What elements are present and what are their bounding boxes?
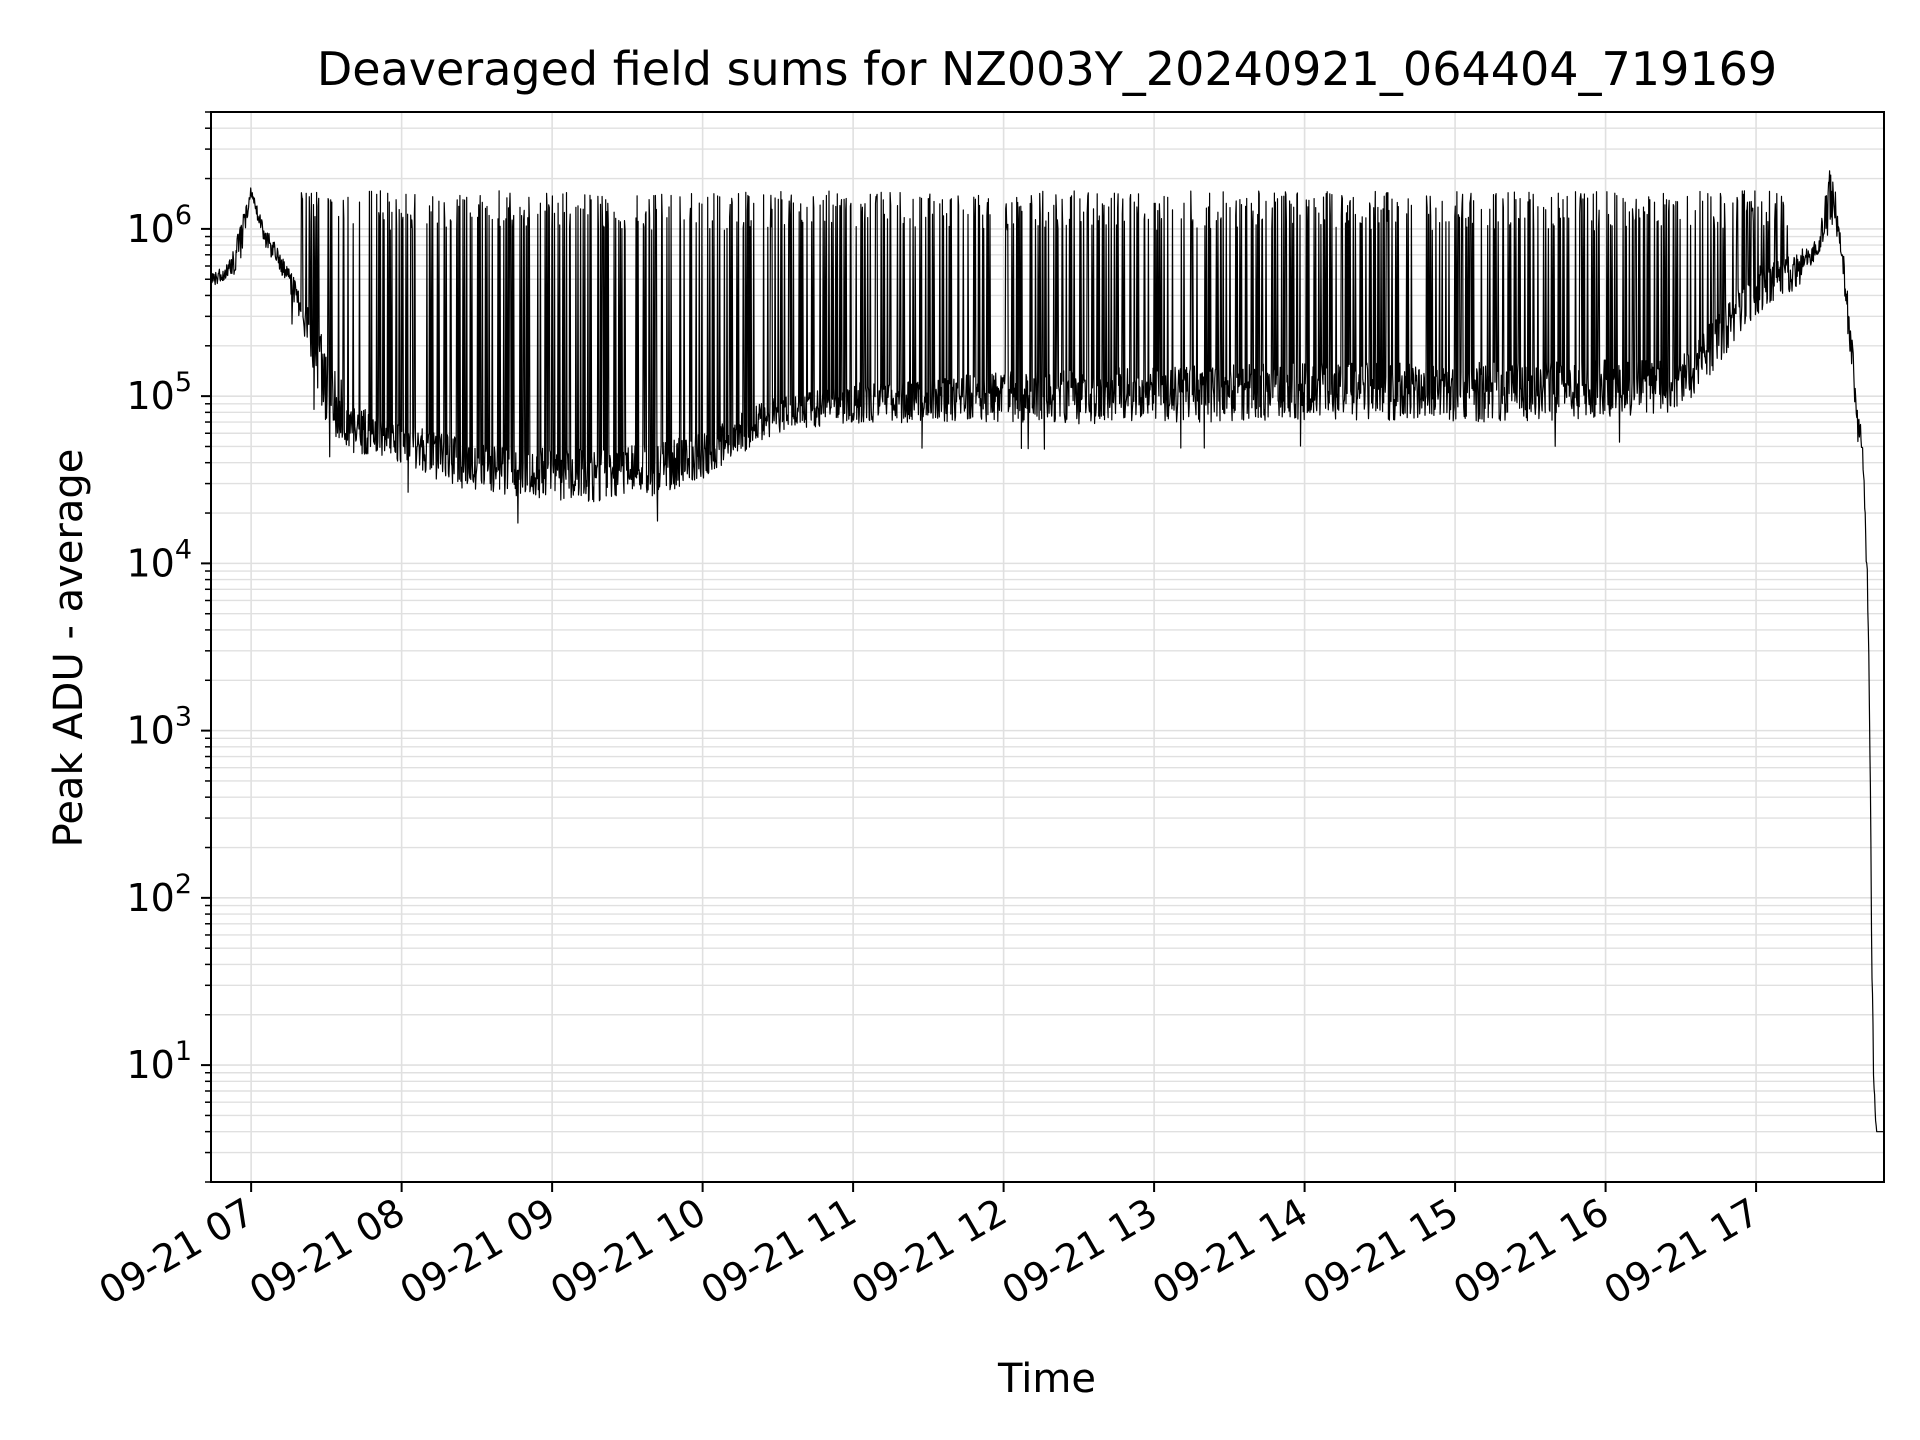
plot-area — [210, 170, 1885, 1133]
x-tick-label: 09-21 15 — [1296, 1190, 1466, 1314]
x-tick-label: 09-21 09 — [393, 1190, 563, 1314]
y-tick-label: 106 — [126, 200, 192, 251]
x-axis-label: Time — [997, 1356, 1096, 1402]
y-tick-exponent: 4 — [175, 534, 192, 565]
y-tick-label: 101 — [126, 1036, 192, 1087]
x-tick-label: 09-21 07 — [92, 1190, 262, 1314]
y-tick-label: 105 — [126, 367, 192, 418]
y-tick-label: 102 — [126, 869, 192, 920]
x-tick-label: 09-21 14 — [1145, 1190, 1315, 1314]
y-axis-label: Peak ADU - average — [46, 449, 92, 848]
y-tick-base: 10 — [126, 207, 174, 251]
y-tick-base: 10 — [126, 1043, 174, 1087]
y-tick-exponent: 6 — [175, 200, 192, 231]
x-tick-label: 09-21 11 — [694, 1190, 864, 1314]
x-tick-label: 09-21 16 — [1446, 1190, 1616, 1314]
x-tick-label: 09-21 17 — [1597, 1190, 1767, 1314]
y-tick-base: 10 — [126, 709, 174, 753]
chart-title: Deaveraged field sums for NZ003Y_2024092… — [317, 42, 1777, 96]
y-tick-exponent: 2 — [175, 869, 192, 900]
plot-frame — [210, 111, 1885, 1183]
series-line — [210, 170, 1885, 1133]
y-tick-base: 10 — [126, 876, 174, 920]
y-tick-label: 104 — [126, 534, 192, 585]
y-tick-exponent: 5 — [175, 367, 192, 398]
x-tick-label: 09-21 13 — [995, 1190, 1165, 1314]
x-tick-label: 09-21 10 — [543, 1190, 713, 1314]
y-tick-exponent: 3 — [175, 702, 192, 733]
y-tick-base: 10 — [126, 541, 174, 585]
y-tick-base: 10 — [126, 374, 174, 418]
y-tick-label: 103 — [126, 702, 192, 753]
x-tick-label: 09-21 12 — [844, 1190, 1014, 1314]
x-tick-label: 09-21 08 — [242, 1190, 412, 1314]
y-tick-exponent: 1 — [175, 1036, 192, 1067]
